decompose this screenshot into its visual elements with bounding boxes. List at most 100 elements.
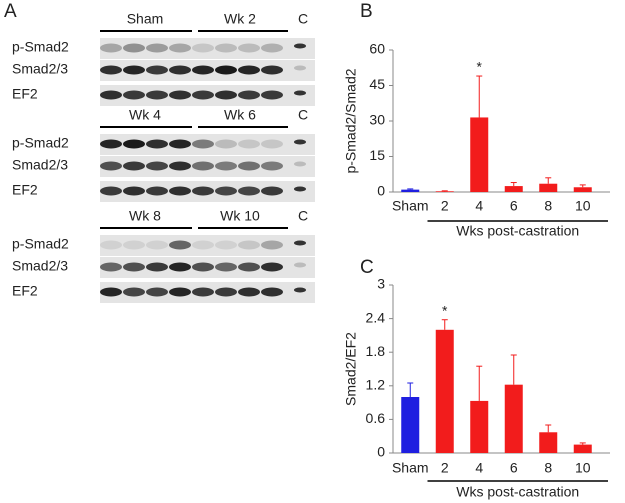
blot-band xyxy=(192,262,214,272)
bar xyxy=(435,191,454,192)
blot-band xyxy=(123,139,145,149)
row-label: EF2 xyxy=(12,86,38,102)
blot-band xyxy=(294,287,306,293)
blot-band xyxy=(238,262,260,272)
annotation: * xyxy=(442,302,448,318)
blot-band xyxy=(294,139,306,145)
y-tick-label: 3 xyxy=(377,276,385,292)
y-tick-label: 30 xyxy=(369,112,385,128)
blot-band xyxy=(294,90,306,96)
blot-band xyxy=(100,262,122,272)
blot-band xyxy=(238,90,260,100)
blot-band xyxy=(215,186,237,196)
x-tick-label: 10 xyxy=(575,460,591,476)
blot-band xyxy=(123,161,145,171)
x-axis-label: Wks post-castration xyxy=(456,223,579,239)
bar xyxy=(539,183,558,192)
blot-band xyxy=(215,65,237,75)
x-tick-label: Sham xyxy=(392,198,429,214)
blot-band xyxy=(123,287,145,297)
blot-band xyxy=(146,262,168,272)
blot-band xyxy=(169,43,191,53)
bar xyxy=(573,444,592,453)
y-tick-label: 1.2 xyxy=(366,377,386,393)
blot-band xyxy=(192,90,214,100)
x-tick-label: 8 xyxy=(544,198,552,214)
blot-header: Wk 10 xyxy=(220,208,260,224)
blot-band xyxy=(123,240,145,250)
blot-header: Wk 2 xyxy=(224,11,256,27)
blot-band xyxy=(261,240,283,250)
blot-header: C xyxy=(298,208,308,224)
x-tick-label: 10 xyxy=(575,198,591,214)
blot-band xyxy=(100,186,122,196)
blot-band xyxy=(294,262,306,268)
blot-band xyxy=(169,287,191,297)
y-tick-label: 0 xyxy=(377,183,385,199)
x-tick-label: 6 xyxy=(510,460,518,476)
blot-band xyxy=(100,287,122,297)
blot-band xyxy=(192,161,214,171)
blot-band xyxy=(169,65,191,75)
blot-band xyxy=(192,43,214,53)
y-tick-label: 45 xyxy=(369,76,385,92)
blot-band xyxy=(261,65,283,75)
x-tick-label: 6 xyxy=(510,198,518,214)
blot-band xyxy=(100,139,122,149)
blot-band xyxy=(238,186,260,196)
bar xyxy=(504,384,523,453)
blot-band xyxy=(123,186,145,196)
x-tick-label: 2 xyxy=(441,198,449,214)
blot-band xyxy=(294,240,306,246)
blot-band xyxy=(215,139,237,149)
blot-band xyxy=(146,161,168,171)
blot-band xyxy=(215,161,237,171)
blot-band xyxy=(100,65,122,75)
blot-band xyxy=(169,139,191,149)
blot-band xyxy=(100,43,122,53)
y-tick-label: 15 xyxy=(369,147,385,163)
y-tick-label: 0.6 xyxy=(366,410,386,426)
blot-band xyxy=(146,65,168,75)
annotation: * xyxy=(477,59,483,75)
y-tick-label: 2.4 xyxy=(366,309,386,325)
blot-band xyxy=(261,90,283,100)
x-tick-label: 4 xyxy=(475,198,483,214)
row-label: Smad2/3 xyxy=(12,61,68,77)
y-tick-label: 1.8 xyxy=(366,343,386,359)
y-tick-label: 60 xyxy=(369,41,385,57)
blot-band xyxy=(294,65,306,71)
blot-band xyxy=(215,262,237,272)
blot-header: Wk 8 xyxy=(129,208,161,224)
bar xyxy=(401,189,420,192)
blot-band xyxy=(215,90,237,100)
blot-band xyxy=(192,65,214,75)
blot-band xyxy=(215,287,237,297)
blot-band xyxy=(238,65,260,75)
blot-band xyxy=(261,43,283,53)
blot-band xyxy=(294,186,306,192)
blot-band xyxy=(123,43,145,53)
blot-band xyxy=(169,186,191,196)
x-tick-label: 4 xyxy=(475,460,483,476)
blot-band xyxy=(215,240,237,250)
blot-band xyxy=(123,262,145,272)
x-tick-label: 2 xyxy=(441,460,449,476)
row-label: p-Smad2 xyxy=(12,236,69,252)
bar xyxy=(539,432,558,453)
blot-band xyxy=(261,139,283,149)
bar xyxy=(435,329,454,453)
blot-band xyxy=(146,287,168,297)
blot-band xyxy=(238,240,260,250)
blot-band xyxy=(192,240,214,250)
blot-band xyxy=(294,161,306,167)
blot-band xyxy=(123,65,145,75)
blot-band xyxy=(146,139,168,149)
blot-header: Wk 6 xyxy=(224,107,256,123)
blot-band xyxy=(261,161,283,171)
blot-band xyxy=(192,139,214,149)
x-tick-label: 8 xyxy=(544,460,552,476)
y-axis-label: Smad2/EF2 xyxy=(343,332,359,406)
blot-band xyxy=(261,262,283,272)
